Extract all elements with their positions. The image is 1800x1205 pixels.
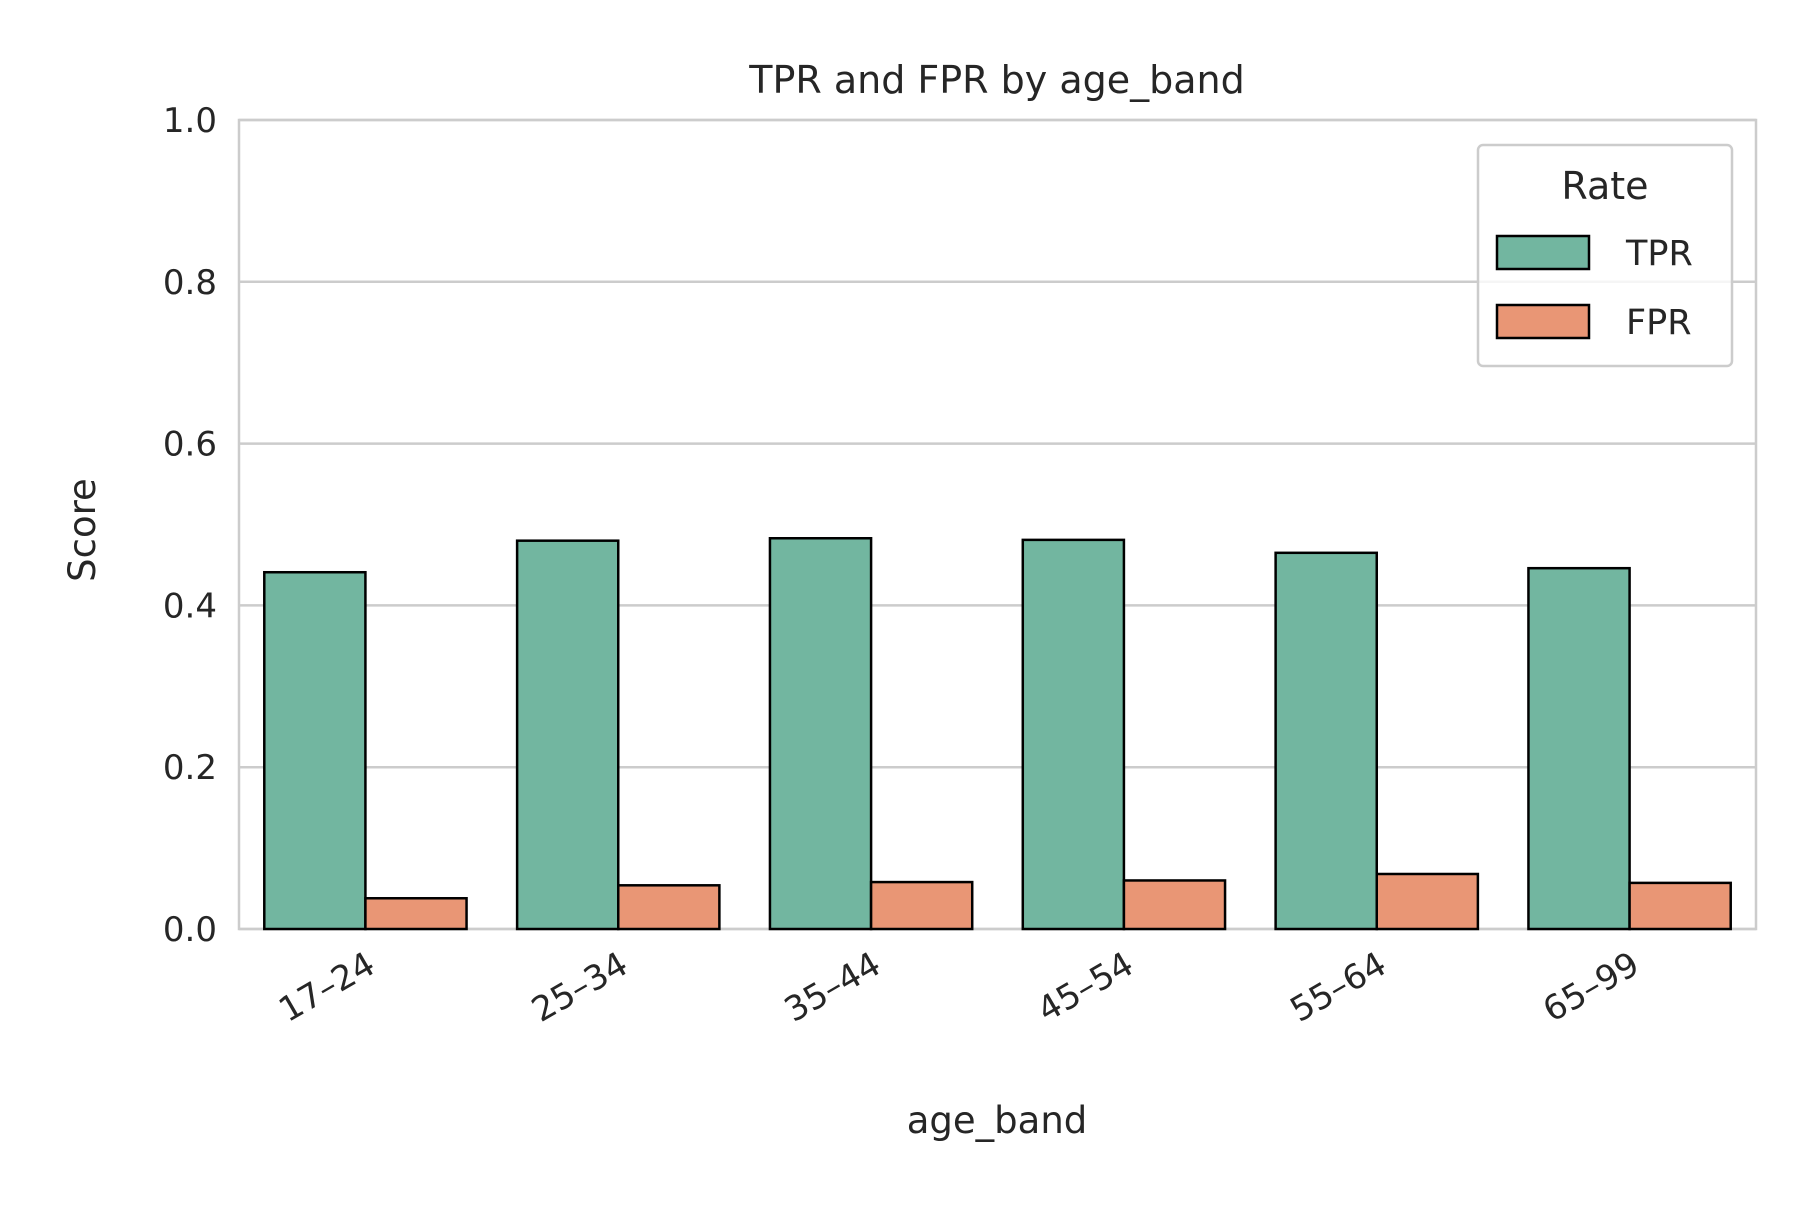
bar-tpr-5	[1527, 566, 1631, 931]
legend-title: Rate	[1561, 164, 1648, 208]
bar-fpr-2	[869, 880, 974, 931]
legend-swatch-tpr	[1495, 234, 1591, 271]
x-axis-title: age_band	[907, 1099, 1088, 1142]
chart-title: TPR and FPR by age_band	[748, 58, 1245, 102]
y-tick-label: 0.6	[163, 425, 217, 465]
bar-tpr-0	[263, 570, 367, 931]
bar-tpr-1	[515, 539, 620, 931]
y-tick-label: 1.0	[163, 101, 217, 141]
bar-tpr-2	[768, 537, 873, 931]
legend: Rate TPR FPR	[1476, 143, 1734, 368]
bar-tpr-4	[1274, 551, 1379, 931]
bar-fpr-1	[617, 884, 721, 931]
y-tick-label: 0.0	[163, 910, 217, 950]
y-tick-label: 0.4	[163, 586, 217, 626]
bar-fpr-4	[1375, 872, 1480, 931]
plot-area-frame	[237, 118, 1758, 931]
legend-swatch-fpr	[1495, 303, 1591, 340]
y-axis-title: Score	[61, 478, 104, 582]
y-tick-label: 0.8	[163, 263, 217, 303]
y-axis-ticks: 0.0 0.2 0.4 0.6 0.8 1.0	[163, 101, 217, 950]
legend-items: TPR FPR	[1495, 234, 1693, 343]
bars	[263, 537, 1732, 931]
bar-tpr-3	[1021, 538, 1126, 931]
legend-label-fpr: FPR	[1626, 303, 1692, 343]
bar-fpr-3	[1122, 879, 1227, 931]
y-tick-label: 0.2	[163, 748, 217, 788]
legend-label-tpr: TPR	[1625, 234, 1693, 274]
bar-fpr-0	[364, 897, 468, 931]
bar-fpr-5	[1628, 881, 1732, 931]
